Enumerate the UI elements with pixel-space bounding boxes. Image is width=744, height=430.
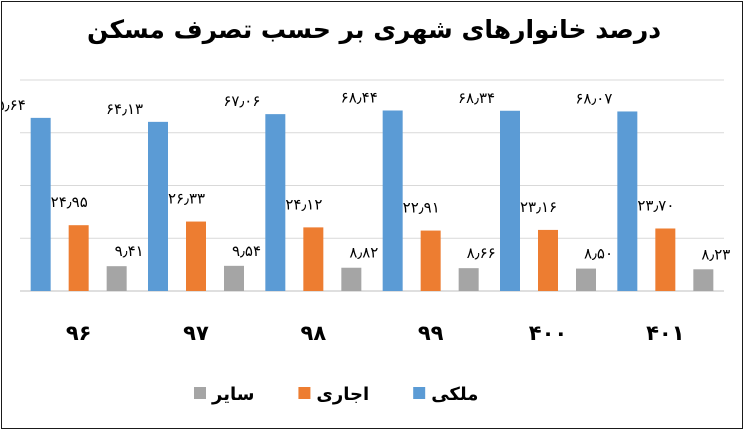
data-label-0-5: ۶۸٫۰۷: [575, 89, 612, 107]
data-label-0-2: ۶۷٫۰۶: [223, 92, 260, 110]
data-label-0-1: ۶۴٫۱۳: [106, 100, 143, 118]
bar-2-2: [341, 267, 362, 291]
data-label-0-4: ۶۸٫۳۴: [458, 89, 495, 107]
bar-1-0: [68, 225, 89, 291]
legend: سایر اجاری ملکی: [194, 384, 478, 405]
bar-0-5: [617, 111, 638, 291]
data-label-1-3: ۲۲٫۹۱: [403, 199, 440, 217]
category-label-0: ۹۶: [66, 321, 92, 345]
legend-swatch-0: [413, 387, 426, 399]
data-label-2-2: ۸٫۸۲: [349, 244, 378, 262]
data-label-2-4: ۸٫۵۰: [584, 245, 613, 263]
data-label-1-4: ۲۳٫۱۶: [520, 198, 557, 216]
data-label-2-3: ۸٫۶۶: [467, 244, 496, 262]
legend-label-0: ملکی: [431, 384, 478, 405]
legend-label-2: سایر: [211, 384, 254, 405]
bar-0-4: [500, 110, 520, 291]
bar-1-2: [303, 227, 324, 291]
bar-2-4: [576, 268, 596, 291]
data-label-0-0: ۶۵٫۶۴: [2, 96, 26, 114]
bar-2-3: [458, 268, 479, 291]
data-label-0-3: ۶۸٫۴۴: [341, 88, 378, 106]
chart-title: درصد خانوارهای شهری بر حسب تصرف مسکن: [87, 15, 661, 45]
data-label-2-0: ۹٫۴۱: [115, 242, 144, 260]
data-label-1-5: ۲۳٫۷۰: [637, 196, 674, 214]
bar-1-5: [655, 228, 676, 291]
data-label-1-0: ۲۴٫۹۵: [51, 193, 88, 211]
data-label-2-1: ۹٫۵۴: [232, 242, 261, 260]
data-label-2-5: ۸٫۲۳: [701, 245, 730, 263]
bars: [30, 110, 714, 292]
legend-swatch-2: [194, 387, 206, 399]
gridlines: [20, 79, 724, 292]
category-label-5: ۴۰۱: [646, 321, 684, 345]
bar-0-0: [30, 117, 51, 291]
category-label-3: ۹۹: [418, 321, 444, 345]
data-labels: ۶۵٫۶۴ ۲۴٫۹۵ ۹٫۴۱ ۶۴٫۱۳ ۲۶٫۳۳ ۹٫۵۴ ۶۷٫۰۶ ۲۴٫۱۲ ۸٫…: [2, 88, 730, 263]
bar-0-3: [382, 110, 403, 291]
category-label-4: ۴۰۰: [529, 321, 567, 345]
legend-swatch-1: [298, 387, 311, 399]
legend-label-1: اجاری: [316, 384, 369, 405]
bar-2-0: [106, 266, 127, 291]
category-label-1: ۹۷: [183, 321, 209, 345]
bar-2-5: [693, 269, 714, 291]
bar-1-1: [186, 221, 206, 291]
bar-0-1: [148, 121, 168, 292]
bar-1-4: [538, 229, 558, 291]
bar-0-2: [265, 114, 286, 292]
data-label-1-1: ۲۶٫۳۳: [168, 190, 205, 208]
data-label-1-2: ۲۴٫۱۲: [285, 195, 322, 213]
category-label-2: ۹۸: [301, 321, 327, 345]
bar-2-1: [224, 265, 244, 291]
category-labels: ۹۶ ۹۷ ۹۸ ۹۹ ۴۰۰ ۴۰۱: [66, 321, 685, 345]
bar-1-3: [420, 230, 441, 291]
